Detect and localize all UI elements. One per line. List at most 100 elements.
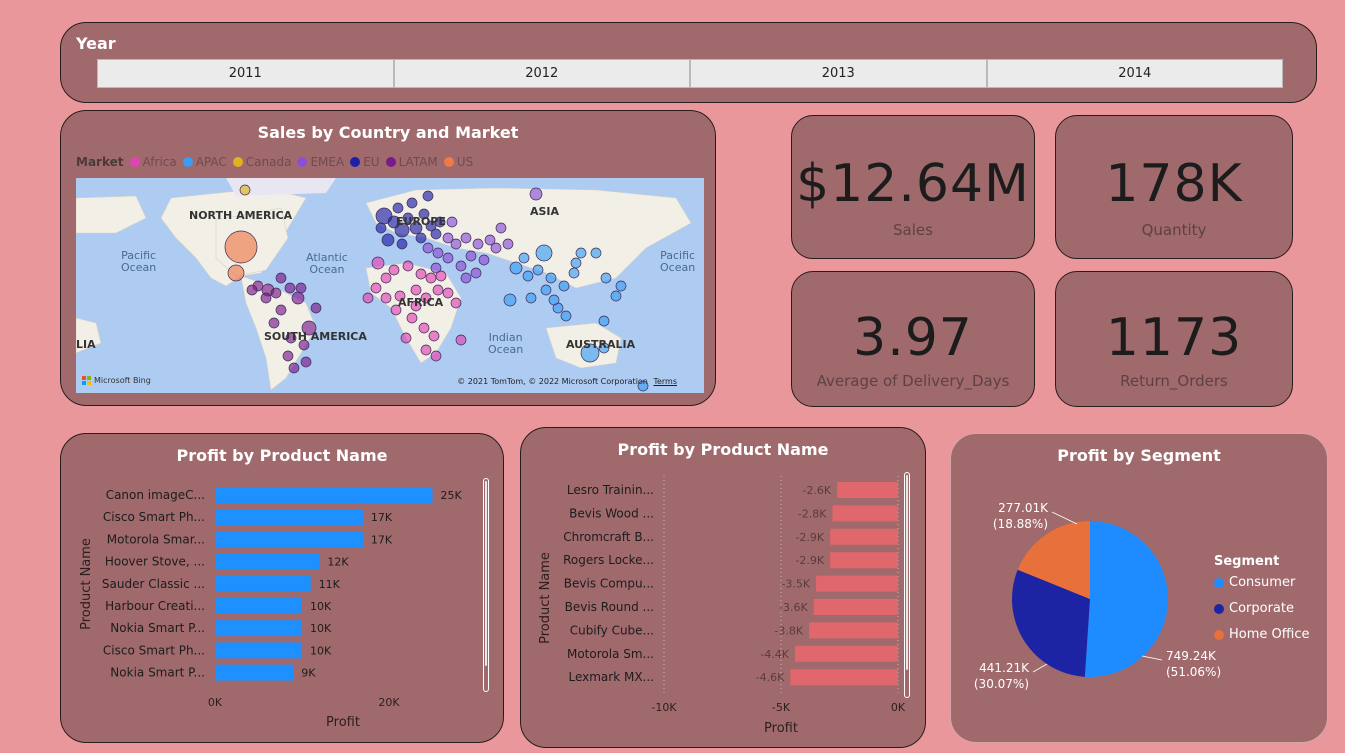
map-bubble-eu[interactable] [381,233,395,247]
legend-item-us[interactable]: US [443,155,473,169]
map-bubble-emea[interactable] [446,216,458,228]
map-bubble-latam[interactable] [285,332,297,344]
bar[interactable] [215,509,363,526]
map-bubble-apac[interactable] [568,267,580,279]
map-bubble-eu[interactable] [430,228,442,240]
map-bubble-emea[interactable] [442,232,454,244]
map-bubble-emea[interactable] [502,238,514,250]
map-bubble-apac[interactable] [503,293,517,307]
bar[interactable] [215,642,302,659]
pie-legend-item-home-office[interactable]: Home Office [1214,627,1309,642]
map-bubble-emea[interactable] [478,254,490,266]
map-bubble-africa[interactable] [425,272,437,284]
map-bubble-latam[interactable] [275,304,287,316]
bar[interactable] [790,669,898,686]
map-bubble-eu[interactable] [406,197,418,209]
map-bubble-latam[interactable] [301,320,317,336]
bar[interactable] [215,664,294,681]
map-bubble-emea[interactable] [490,242,502,254]
map-bubble-africa[interactable] [420,344,432,356]
map-bubble-africa[interactable] [388,264,400,276]
map-bubble-apac[interactable] [558,280,570,292]
legend-item-emea[interactable]: EMEA [297,155,344,169]
map-bubble-eu[interactable] [402,212,414,224]
map-bubble-latam[interactable] [288,362,300,374]
map-bubble-apac[interactable] [548,294,560,306]
map-bubble-africa[interactable] [432,284,444,296]
map-bubble-latam[interactable] [246,284,258,296]
map-bubble-apac[interactable] [570,257,582,269]
map-bubble-latam[interactable] [260,292,272,304]
pie-legend-item-corporate[interactable]: Corporate [1214,601,1309,616]
map-bubble-emea[interactable] [495,222,507,234]
map-bubble-latam[interactable] [300,356,312,368]
map-bubble-apac[interactable] [540,284,552,296]
map-bubble-eu[interactable] [392,202,404,214]
legend-item-africa[interactable]: Africa [129,155,177,169]
map-terms-link[interactable]: Terms [653,377,677,386]
world-map[interactable]: NORTH AMERICA SOUTH AMERICA ASIA EUROPE … [76,178,704,393]
map-bubble-africa[interactable] [402,260,414,272]
pie-legend-item-consumer[interactable]: Consumer [1214,575,1309,590]
map-bubble-apac[interactable] [598,315,610,327]
map-bubble-emea[interactable] [430,262,442,274]
map-bubble-emea[interactable] [484,234,496,246]
map-bubble-apac[interactable] [610,290,622,302]
map-bubble-eu[interactable] [434,216,446,228]
map-bubble-emea[interactable] [432,247,444,259]
map-bubble-us[interactable] [224,230,258,264]
map-bubble-emea[interactable] [422,242,434,254]
map-bubble-apac[interactable] [575,247,587,259]
map-bubble-apac[interactable] [545,272,557,284]
map-bubble-africa[interactable] [442,287,454,299]
legend-item-apac[interactable]: APAC [182,155,227,169]
map-bubble-africa[interactable] [415,268,427,280]
map-bubble-apac[interactable] [522,270,534,282]
map-bubble-latam[interactable] [291,291,305,305]
map-bubble-latam[interactable] [268,317,280,329]
map-bubble-apac[interactable] [532,264,544,276]
map-bubble-africa[interactable] [390,304,402,316]
map-bubble-latam[interactable] [298,339,310,351]
map-bubble-apac[interactable] [535,244,553,262]
map-bubble-africa[interactable] [380,292,392,304]
map-bubble-africa[interactable] [430,350,442,362]
map-bubble-emea[interactable] [460,232,472,244]
pie-slice-consumer[interactable] [1084,521,1168,677]
map-bubble-apac[interactable] [615,280,627,292]
map-bubble-eu[interactable] [418,208,430,220]
bar[interactable] [795,645,898,662]
map-bubble-africa[interactable] [380,272,392,284]
bar[interactable] [215,620,302,637]
map-bubble-latam[interactable] [284,282,296,294]
legend-item-canada[interactable]: Canada [232,155,291,169]
map-bubble-apac[interactable] [590,247,602,259]
map-bubble-latam[interactable] [310,302,322,314]
bar[interactable] [832,505,898,522]
map-bubble-africa[interactable] [406,312,418,324]
map-bubble-emea[interactable] [470,267,482,279]
bar[interactable] [215,553,320,570]
map-bubble-africa[interactable] [400,332,412,344]
map-bubble-africa[interactable] [362,292,374,304]
map-bubble-emea[interactable] [455,260,467,272]
map-bubble-africa[interactable] [410,300,422,312]
map-bubble-eu[interactable] [375,222,387,234]
scrollbar-thumb[interactable] [485,481,487,666]
bar[interactable] [830,552,898,569]
map-bubble-eu[interactable] [394,222,410,238]
map-bubble-apac[interactable] [525,292,537,304]
map-bubble-eu[interactable] [422,190,434,202]
scrollbar-thumb[interactable] [906,475,908,670]
vertical-scrollbar[interactable] [904,472,910,698]
bar[interactable] [215,598,302,614]
map-bubble-emea[interactable] [442,252,454,264]
map-bubble-apac[interactable] [598,342,610,354]
bar[interactable] [816,575,898,592]
map-bubble-africa[interactable] [418,322,430,334]
map-bubble-eu[interactable] [409,221,423,235]
map-bubble-emea[interactable] [529,187,543,201]
map-bubble-africa[interactable] [428,330,440,342]
map-bubble-apac[interactable] [509,261,523,275]
map-bubble-emea[interactable] [450,238,462,250]
